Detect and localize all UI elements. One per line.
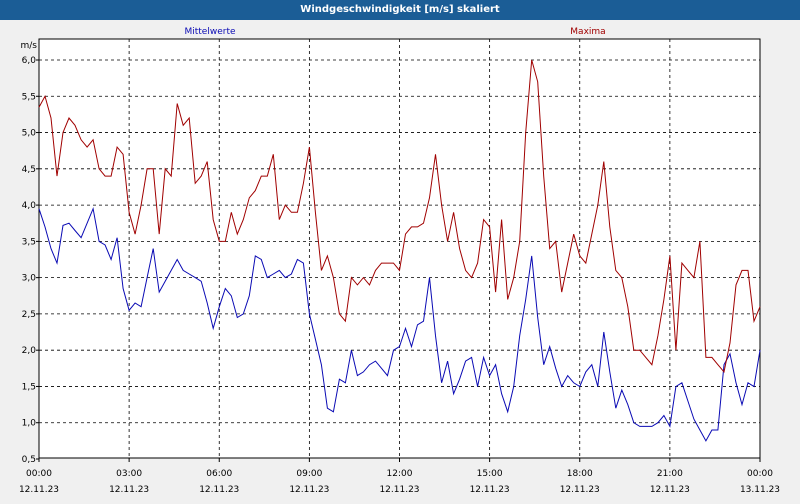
x-tick-time: 12:00 — [387, 469, 413, 479]
x-axis-ticks: 00:00 12.11.23 03:00 12.11.23 06:00 12.11.23 0… — [19, 458, 780, 495]
series-lines — [38, 59, 761, 442]
y-tick-label: 5,0 — [22, 129, 37, 139]
legend-mittelwerte: Mittelwerte — [184, 27, 235, 37]
y-tick-label: 0,5 — [22, 455, 36, 465]
y-axis-unit: m/s — [21, 41, 38, 51]
x-tick-date: 13.11.23 — [740, 485, 780, 495]
x-tick-date: 12.11.23 — [289, 485, 329, 495]
x-tick-time: 00:00 — [26, 469, 52, 479]
chart-area: 6,0 5,5 5,0 4,5 4,0 3,5 3,0 2,5 2,0 1,5 1,0 0,5 00:… — [0, 20, 800, 500]
legend-maxima: Maxima — [570, 27, 605, 37]
grid-lines — [39, 39, 760, 458]
x-tick-time: 03:00 — [116, 469, 142, 479]
series-line-maxima — [38, 59, 761, 374]
wind-speed-chart: 6,0 5,5 5,0 4,5 4,0 3,5 3,0 2,5 2,0 1,5 1,0 0,5 00:… — [19, 27, 780, 495]
x-tick-date: 12.11.23 — [199, 485, 239, 495]
x-tick-date: 12.11.23 — [650, 485, 690, 495]
x-tick-date: 12.11.23 — [560, 485, 600, 495]
y-tick-label: 2,5 — [22, 310, 36, 320]
x-tick-time: 18:00 — [567, 469, 593, 479]
y-tick-label: 3,0 — [22, 274, 37, 284]
x-tick-date: 12.11.23 — [19, 485, 59, 495]
x-tick-time: 06:00 — [206, 469, 232, 479]
y-tick-label: 5,5 — [22, 92, 36, 102]
x-tick-date: 12.11.23 — [379, 485, 419, 495]
y-tick-label: 1,0 — [22, 419, 37, 429]
window-title: Windgeschwindigkeit [m/s] skaliert — [0, 0, 800, 20]
y-tick-label: 6,0 — [22, 56, 37, 66]
y-tick-label: 1,5 — [22, 382, 36, 392]
x-tick-time: 21:00 — [657, 469, 683, 479]
y-tick-label: 4,5 — [22, 165, 36, 175]
y-tick-label: 2,0 — [22, 346, 37, 356]
x-tick-time: 00:00 — [747, 469, 773, 479]
x-tick-date: 12.11.23 — [470, 485, 510, 495]
series-line-mittelwerte — [38, 206, 761, 442]
y-tick-label: 4,0 — [22, 201, 37, 211]
x-tick-time: 09:00 — [296, 469, 322, 479]
x-tick-date: 12.11.23 — [109, 485, 149, 495]
y-tick-label: 3,5 — [22, 237, 36, 247]
y-axis-ticks: 6,0 5,5 5,0 4,5 4,0 3,5 3,0 2,5 2,0 1,5 1,0 0,5 — [22, 56, 39, 465]
x-tick-time: 15:00 — [477, 469, 503, 479]
